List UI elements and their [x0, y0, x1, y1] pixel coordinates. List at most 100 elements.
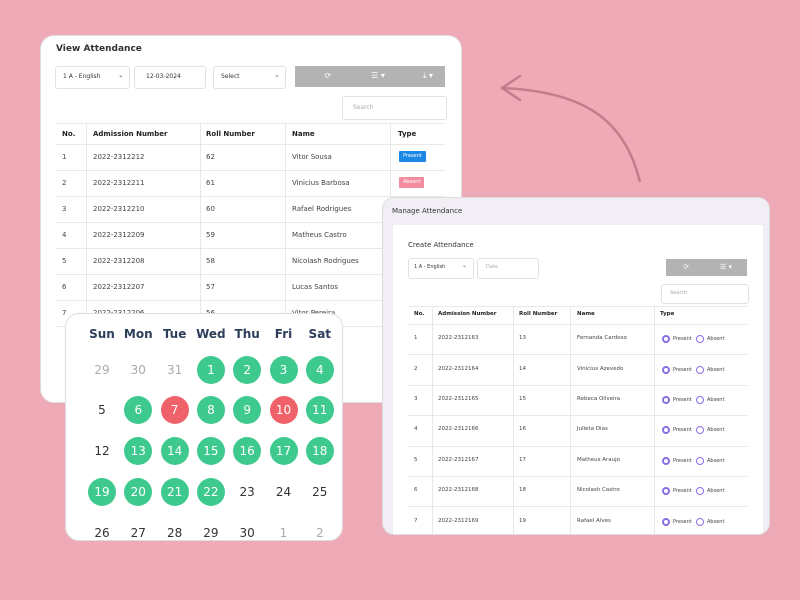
radio-label: Present [673, 518, 692, 525]
column-header: Admission Number [438, 311, 497, 317]
day-number: 28 [166, 526, 183, 540]
radio[interactable] [696, 365, 704, 374]
date-input[interactable]: Date [477, 258, 539, 279]
table-cell: 4 [62, 231, 67, 239]
day-present[interactable] [196, 396, 225, 424]
day-present[interactable] [233, 356, 262, 384]
row-divider [55, 196, 445, 197]
table-cell: 2022-2312164 [438, 365, 479, 372]
weekday-label: Thu [234, 327, 260, 341]
card-title: Manage Attendance [392, 207, 463, 215]
toolbar-button[interactable]: ⟳ [324, 71, 332, 80]
day-number: 29 [94, 363, 110, 377]
radio-label: Absent [707, 488, 725, 495]
day-number: 12 [94, 444, 110, 458]
day-present[interactable] [269, 437, 298, 465]
column-divider [513, 306, 514, 534]
day-present[interactable] [196, 356, 225, 384]
date-input[interactable]: 12-03-2024 [134, 66, 206, 89]
type-select[interactable]: Select ⌄ [213, 66, 286, 89]
table-cell: 2 [414, 365, 418, 372]
weekday-label: Fri [274, 327, 293, 341]
day-number: 18 [312, 444, 328, 458]
day-present[interactable] [196, 478, 225, 506]
day-number: 25 [312, 485, 328, 499]
day-absent[interactable] [160, 396, 189, 424]
type-badge: Absent [399, 177, 425, 188]
day-present[interactable] [305, 396, 334, 424]
radio-label: Present [673, 427, 692, 434]
row-divider [408, 384, 747, 386]
day-present[interactable] [233, 396, 262, 424]
radio-checked[interactable] [662, 517, 670, 526]
day-present[interactable] [124, 396, 153, 424]
day-number: 26 [94, 526, 110, 540]
table-cell: Rafael Alves [577, 517, 611, 524]
search-input[interactable]: Search [342, 96, 447, 120]
radio[interactable] [696, 517, 704, 526]
table-cell: 60 [206, 205, 215, 213]
weekday-label: Tue [162, 327, 187, 341]
radio[interactable] [696, 335, 704, 344]
row-divider [408, 445, 747, 447]
table-cell: 3 [414, 396, 418, 402]
day-present[interactable] [305, 437, 334, 465]
chevron: ⌄ [462, 262, 468, 269]
row-divider [55, 222, 445, 223]
class-select[interactable]: 1 A - English ⌄ [408, 258, 474, 279]
day-number: 22 [203, 485, 219, 499]
table-border [55, 144, 445, 145]
radio[interactable] [696, 456, 704, 465]
table-border [55, 123, 445, 124]
toolbar-button[interactable]: ⟳ [683, 263, 689, 271]
day-absent[interactable] [269, 396, 298, 424]
day-present[interactable] [269, 356, 298, 384]
day-present[interactable] [233, 437, 262, 465]
day-present[interactable] [124, 437, 153, 465]
search-input[interactable]: Search [661, 284, 749, 304]
toolbar-button[interactable]: ☰ ▾ [719, 263, 732, 271]
table-cell: 4 [414, 426, 418, 433]
radio-checked[interactable] [662, 487, 670, 496]
column-header: Roll Number [519, 311, 558, 317]
table-cell: Rafael Rodrigues [292, 205, 352, 213]
select-text: 1 A - English [414, 264, 446, 270]
table-cell: Lucas Santos [292, 283, 339, 291]
column-header: Roll Number [206, 129, 255, 138]
radio[interactable] [696, 426, 704, 435]
table-cell: 18 [519, 487, 526, 494]
toolbar-button[interactable]: ⤓ ▾ [422, 71, 434, 80]
day-present[interactable] [196, 437, 225, 465]
day-number: 1 [207, 363, 215, 377]
day-present[interactable] [124, 478, 153, 506]
radio-checked[interactable] [662, 396, 670, 404]
radio[interactable] [696, 487, 704, 496]
day-present[interactable] [88, 478, 116, 506]
day-present[interactable] [305, 356, 334, 384]
radio-checked[interactable] [662, 335, 670, 344]
table-cell: Vinicius Azevedo [577, 365, 624, 372]
table-cell: Nicolash Rodrigues [292, 257, 359, 265]
table-cell: 14 [519, 365, 526, 372]
class-select[interactable]: 1 A - English ⌄ [55, 66, 130, 89]
chevron: ⌄ [118, 71, 124, 79]
table-cell: Nicolash Castro [577, 487, 620, 494]
day-number: 30 [239, 526, 255, 540]
radio-checked[interactable] [662, 456, 670, 465]
table-cell: 3 [62, 205, 67, 213]
toolbar-button[interactable]: ☰ ▾ [371, 71, 385, 80]
column-divider [285, 123, 286, 326]
row-divider [55, 300, 445, 301]
table-cell: 2022-2312208 [93, 257, 145, 265]
column-divider [654, 306, 655, 534]
day-number: 14 [166, 444, 183, 458]
day-present[interactable] [160, 478, 189, 506]
row-divider [408, 354, 747, 356]
table-cell: 1 [414, 335, 418, 342]
day-present[interactable] [160, 437, 189, 465]
radio-label: Absent [707, 397, 725, 403]
radio-checked[interactable] [662, 365, 670, 374]
radio[interactable] [696, 396, 704, 404]
radio-checked[interactable] [662, 426, 670, 435]
